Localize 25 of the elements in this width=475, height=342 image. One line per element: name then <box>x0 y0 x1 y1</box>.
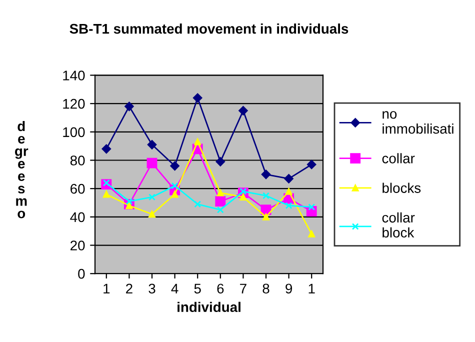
x-tick-label: 1 <box>308 284 315 294</box>
y-tick-label: 0 <box>78 268 85 279</box>
x-tick-label: 9 <box>286 284 292 294</box>
y-axis-title: d e gr e e s m o <box>15 120 28 218</box>
x-tick-label: 2 <box>126 284 132 294</box>
y-tick-label: 140 <box>63 70 85 80</box>
x-tick-label: 6 <box>217 284 224 294</box>
x-tick-label: 5 <box>194 284 201 294</box>
y-tick-label: 120 <box>63 98 85 109</box>
y-tick-label: 60 <box>70 184 85 194</box>
x-tick-label: 7 <box>240 284 246 294</box>
x-tick-label: 8 <box>262 284 270 294</box>
legend-label: collar <box>382 153 415 164</box>
x-tick-label: 1 <box>104 284 110 294</box>
legend-label: no immobilisati <box>382 111 454 134</box>
x-tick-label: 4 <box>171 284 178 294</box>
legend-label: blocks <box>382 182 421 193</box>
x-axis-title: individual <box>178 302 240 312</box>
chart-title: SB-T1 summated movement in individuals <box>70 24 348 34</box>
legend-label: collar block <box>382 212 415 238</box>
y-tick-label: 80 <box>70 156 85 166</box>
x-tick-label: 3 <box>148 284 156 294</box>
y-tick-label: 100 <box>63 127 85 138</box>
y-tick-label: 40 <box>70 212 85 222</box>
y-tick-label: 20 <box>70 240 85 250</box>
